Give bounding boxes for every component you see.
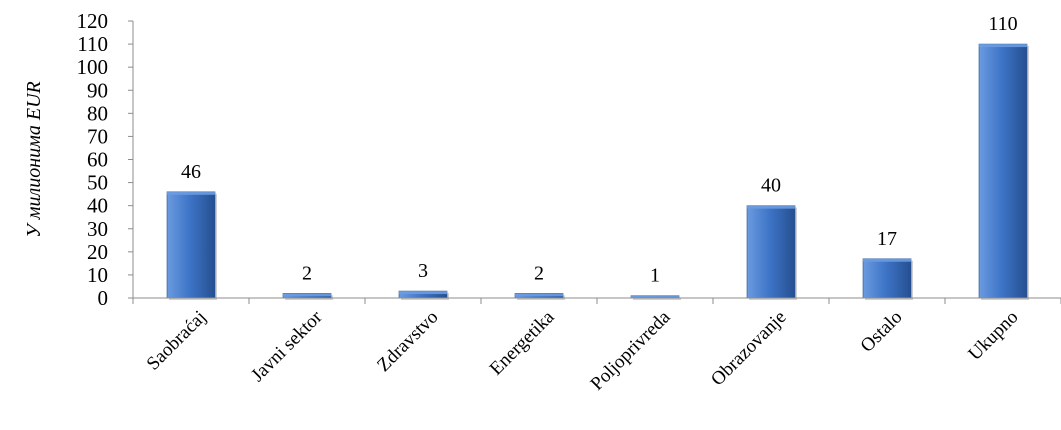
y-tick-label: 10 [87,263,108,287]
y-tick-label: 80 [87,101,108,125]
data-label: 2 [302,262,312,284]
x-category-label: Poljoprivreda [587,306,675,394]
y-tick-label: 70 [87,124,108,148]
y-tick-label: 90 [87,78,108,102]
y-tick-label: 40 [87,194,108,218]
data-label: 1 [650,265,660,287]
data-labels: 46 2 3 2 1 40 17 110 [181,13,1018,287]
bar-top-highlight [399,291,447,295]
bar-top-highlight [747,205,795,209]
bar-top-highlight [863,258,911,262]
y-tick-label: 30 [87,217,108,241]
y-axis-title: У милионима EUR [23,81,45,238]
x-axis: Saobraćaj Javni sektor Zdravstvo Energetika… [132,297,1061,395]
bar-top-highlight [283,293,331,297]
data-label: 110 [988,13,1017,35]
bar-saobra-aj [166,191,216,299]
x-category-label: Energetika [486,306,559,379]
bar-ostalo [862,258,912,299]
y-axis-title-group: У милионима EUR [23,81,45,238]
bars [166,43,1029,301]
y-tick-label: 50 [87,171,108,195]
bar-obrazovanje [746,205,796,299]
data-label: 46 [181,161,201,183]
x-category-label: Obrazovanje [707,307,790,390]
y-tick-label: 0 [98,286,109,310]
y-tick-label: 60 [87,148,108,172]
y-tick-label: 120 [77,9,109,33]
data-label: 2 [534,262,544,284]
data-label: 40 [761,175,781,197]
y-tick-label: 20 [87,240,108,264]
bar-ukupno [978,43,1028,299]
bar-shadow [633,297,681,300]
data-label: 3 [418,260,428,282]
x-category-label: Ukupno [964,307,1022,365]
x-category-label: Ostalo [857,307,907,357]
y-tick-label: 100 [77,55,109,79]
bar-top-highlight [979,44,1027,48]
y-tick-label: 110 [77,32,108,56]
bar-top-highlight [515,293,563,297]
x-category-label: Javni sektor [247,306,327,386]
x-category-label: Zdravstvo [373,307,442,376]
bar-top-highlight [167,191,215,195]
data-label: 17 [877,228,897,250]
bar-top-highlight [631,295,679,298]
x-category-label: Saobraćaj [143,307,211,375]
